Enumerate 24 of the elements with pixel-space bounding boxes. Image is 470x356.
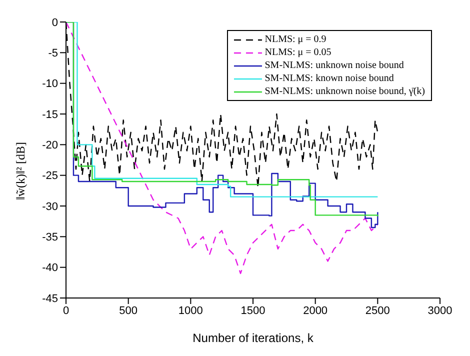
y-tick-label: -10 xyxy=(42,78,58,90)
legend-label: SM-NLMS: known noise bound xyxy=(264,72,394,85)
x-axis-title: Number of iterations, k xyxy=(192,331,314,345)
x-tick-label: 2500 xyxy=(365,304,390,317)
legend-label: SM-NLMS: unknown noise bound xyxy=(264,59,404,72)
y-tick-label: -40 xyxy=(42,262,58,274)
x-tick-label: 500 xyxy=(119,304,138,317)
x-tick-label: 1000 xyxy=(178,304,203,317)
y-tick-label: -5 xyxy=(48,48,58,60)
y-tick-label: -25 xyxy=(42,170,58,182)
y-tick-label: -35 xyxy=(42,232,58,244)
y-tick-label: -45 xyxy=(42,292,58,305)
legend-label: NLMS: μ = 0.05 xyxy=(264,46,332,59)
x-tick-label: 2000 xyxy=(303,304,328,317)
legend-label: NLMS: μ = 0.9 xyxy=(264,33,326,46)
y-tick-label: -30 xyxy=(42,200,58,213)
x-tick-label: 0 xyxy=(62,304,70,317)
x-tick-label: 3000 xyxy=(428,304,452,317)
y-tick-label: -15 xyxy=(42,108,58,121)
y-tick-label: -20 xyxy=(42,140,58,152)
y-axis-title: ‖w̃(k)‖² [dB] xyxy=(13,142,28,200)
y-tick-label: 0 xyxy=(52,16,58,29)
x-tick-label: 1500 xyxy=(240,304,266,317)
legend-label: SM-NLMS: unknown noise bound, γ̄(k) xyxy=(264,85,425,98)
